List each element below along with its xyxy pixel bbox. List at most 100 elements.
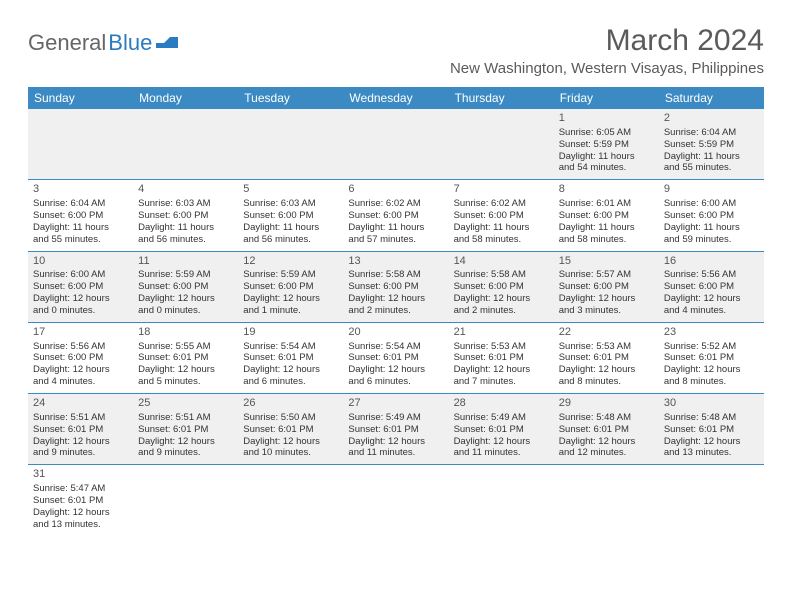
calendar-cell <box>133 465 238 536</box>
daylight-text: and 2 minutes. <box>348 305 443 317</box>
calendar-cell: 10Sunrise: 6:00 AMSunset: 6:00 PMDayligh… <box>28 251 133 322</box>
daylight-text: and 58 minutes. <box>454 234 549 246</box>
calendar-cell: 13Sunrise: 5:58 AMSunset: 6:00 PMDayligh… <box>343 251 448 322</box>
daylight-text: Daylight: 12 hours <box>348 364 443 376</box>
sunset-text: Sunset: 6:00 PM <box>348 281 443 293</box>
day-number: 15 <box>559 255 654 269</box>
calendar-cell: 19Sunrise: 5:54 AMSunset: 6:01 PMDayligh… <box>238 322 343 393</box>
sunrise-text: Sunrise: 6:03 AM <box>138 198 233 210</box>
daylight-text: Daylight: 11 hours <box>664 151 759 163</box>
calendar-cell <box>133 109 238 180</box>
daylight-text: and 57 minutes. <box>348 234 443 246</box>
daylight-text: Daylight: 12 hours <box>348 293 443 305</box>
daylight-text: Daylight: 12 hours <box>454 293 549 305</box>
calendar-cell: 21Sunrise: 5:53 AMSunset: 6:01 PMDayligh… <box>449 322 554 393</box>
day-number: 6 <box>348 183 443 197</box>
daylight-text: Daylight: 12 hours <box>138 293 233 305</box>
daylight-text: and 55 minutes. <box>33 234 128 246</box>
daylight-text: Daylight: 12 hours <box>559 293 654 305</box>
sunrise-text: Sunrise: 6:02 AM <box>348 198 443 210</box>
sunset-text: Sunset: 6:01 PM <box>454 424 549 436</box>
sunrise-text: Sunrise: 5:49 AM <box>348 412 443 424</box>
weekday-header: Tuesday <box>238 87 343 109</box>
calendar-cell <box>449 109 554 180</box>
daylight-text: Daylight: 12 hours <box>243 293 338 305</box>
weekday-header: Saturday <box>659 87 764 109</box>
sunrise-text: Sunrise: 6:00 AM <box>33 269 128 281</box>
calendar-cell: 27Sunrise: 5:49 AMSunset: 6:01 PMDayligh… <box>343 394 448 465</box>
calendar-cell <box>238 109 343 180</box>
daylight-text: Daylight: 11 hours <box>243 222 338 234</box>
daylight-text: and 10 minutes. <box>243 447 338 459</box>
calendar-cell <box>659 465 764 536</box>
daylight-text: and 54 minutes. <box>559 162 654 174</box>
daylight-text: and 1 minute. <box>243 305 338 317</box>
sunrise-text: Sunrise: 5:54 AM <box>243 341 338 353</box>
calendar-row: 3Sunrise: 6:04 AMSunset: 6:00 PMDaylight… <box>28 180 764 251</box>
sunset-text: Sunset: 6:01 PM <box>33 424 128 436</box>
sunrise-text: Sunrise: 6:00 AM <box>664 198 759 210</box>
day-number: 2 <box>664 112 759 126</box>
daylight-text: and 5 minutes. <box>138 376 233 388</box>
day-number: 11 <box>138 255 233 269</box>
day-number: 21 <box>454 326 549 340</box>
daylight-text: Daylight: 11 hours <box>559 151 654 163</box>
weekday-header: Wednesday <box>343 87 448 109</box>
sunset-text: Sunset: 6:01 PM <box>33 495 128 507</box>
calendar-cell: 25Sunrise: 5:51 AMSunset: 6:01 PMDayligh… <box>133 394 238 465</box>
day-number: 12 <box>243 255 338 269</box>
day-number: 31 <box>33 468 128 482</box>
calendar-cell: 14Sunrise: 5:58 AMSunset: 6:00 PMDayligh… <box>449 251 554 322</box>
sunrise-text: Sunrise: 5:57 AM <box>559 269 654 281</box>
day-number: 27 <box>348 397 443 411</box>
calendar-cell: 26Sunrise: 5:50 AMSunset: 6:01 PMDayligh… <box>238 394 343 465</box>
calendar-cell: 31Sunrise: 5:47 AMSunset: 6:01 PMDayligh… <box>28 465 133 536</box>
daylight-text: and 12 minutes. <box>559 447 654 459</box>
daylight-text: and 56 minutes. <box>138 234 233 246</box>
day-number: 5 <box>243 183 338 197</box>
calendar-header: Sunday Monday Tuesday Wednesday Thursday… <box>28 87 764 109</box>
sunset-text: Sunset: 6:01 PM <box>559 352 654 364</box>
day-number: 18 <box>138 326 233 340</box>
calendar-cell: 1Sunrise: 6:05 AMSunset: 5:59 PMDaylight… <box>554 109 659 180</box>
daylight-text: and 9 minutes. <box>138 447 233 459</box>
daylight-text: and 6 minutes. <box>348 376 443 388</box>
daylight-text: Daylight: 12 hours <box>33 293 128 305</box>
sunrise-text: Sunrise: 6:04 AM <box>33 198 128 210</box>
weekday-header: Thursday <box>449 87 554 109</box>
daylight-text: Daylight: 11 hours <box>559 222 654 234</box>
calendar-cell: 4Sunrise: 6:03 AMSunset: 6:00 PMDaylight… <box>133 180 238 251</box>
daylight-text: and 8 minutes. <box>559 376 654 388</box>
calendar-cell <box>343 465 448 536</box>
month-title: March 2024 <box>450 24 764 58</box>
calendar-row: 31Sunrise: 5:47 AMSunset: 6:01 PMDayligh… <box>28 465 764 536</box>
calendar-cell: 30Sunrise: 5:48 AMSunset: 6:01 PMDayligh… <box>659 394 764 465</box>
daylight-text: and 11 minutes. <box>454 447 549 459</box>
daylight-text: Daylight: 12 hours <box>33 436 128 448</box>
calendar-cell: 18Sunrise: 5:55 AMSunset: 6:01 PMDayligh… <box>133 322 238 393</box>
calendar-cell: 8Sunrise: 6:01 AMSunset: 6:00 PMDaylight… <box>554 180 659 251</box>
calendar-cell <box>238 465 343 536</box>
calendar-cell: 11Sunrise: 5:59 AMSunset: 6:00 PMDayligh… <box>133 251 238 322</box>
sunset-text: Sunset: 6:01 PM <box>348 424 443 436</box>
sunrise-text: Sunrise: 5:48 AM <box>664 412 759 424</box>
sunset-text: Sunset: 6:00 PM <box>243 210 338 222</box>
sunset-text: Sunset: 6:01 PM <box>243 352 338 364</box>
sunrise-text: Sunrise: 5:53 AM <box>454 341 549 353</box>
daylight-text: and 55 minutes. <box>664 162 759 174</box>
daylight-text: and 2 minutes. <box>454 305 549 317</box>
daylight-text: Daylight: 12 hours <box>664 436 759 448</box>
daylight-text: Daylight: 12 hours <box>559 364 654 376</box>
daylight-text: Daylight: 12 hours <box>664 293 759 305</box>
sunset-text: Sunset: 6:00 PM <box>33 281 128 293</box>
sunset-text: Sunset: 6:00 PM <box>348 210 443 222</box>
sunrise-text: Sunrise: 5:52 AM <box>664 341 759 353</box>
day-number: 14 <box>454 255 549 269</box>
sunrise-text: Sunrise: 5:51 AM <box>138 412 233 424</box>
sunset-text: Sunset: 6:00 PM <box>33 210 128 222</box>
calendar-cell: 12Sunrise: 5:59 AMSunset: 6:00 PMDayligh… <box>238 251 343 322</box>
sunrise-text: Sunrise: 6:05 AM <box>559 127 654 139</box>
sunset-text: Sunset: 6:01 PM <box>138 424 233 436</box>
daylight-text: and 58 minutes. <box>559 234 654 246</box>
sunrise-text: Sunrise: 5:49 AM <box>454 412 549 424</box>
